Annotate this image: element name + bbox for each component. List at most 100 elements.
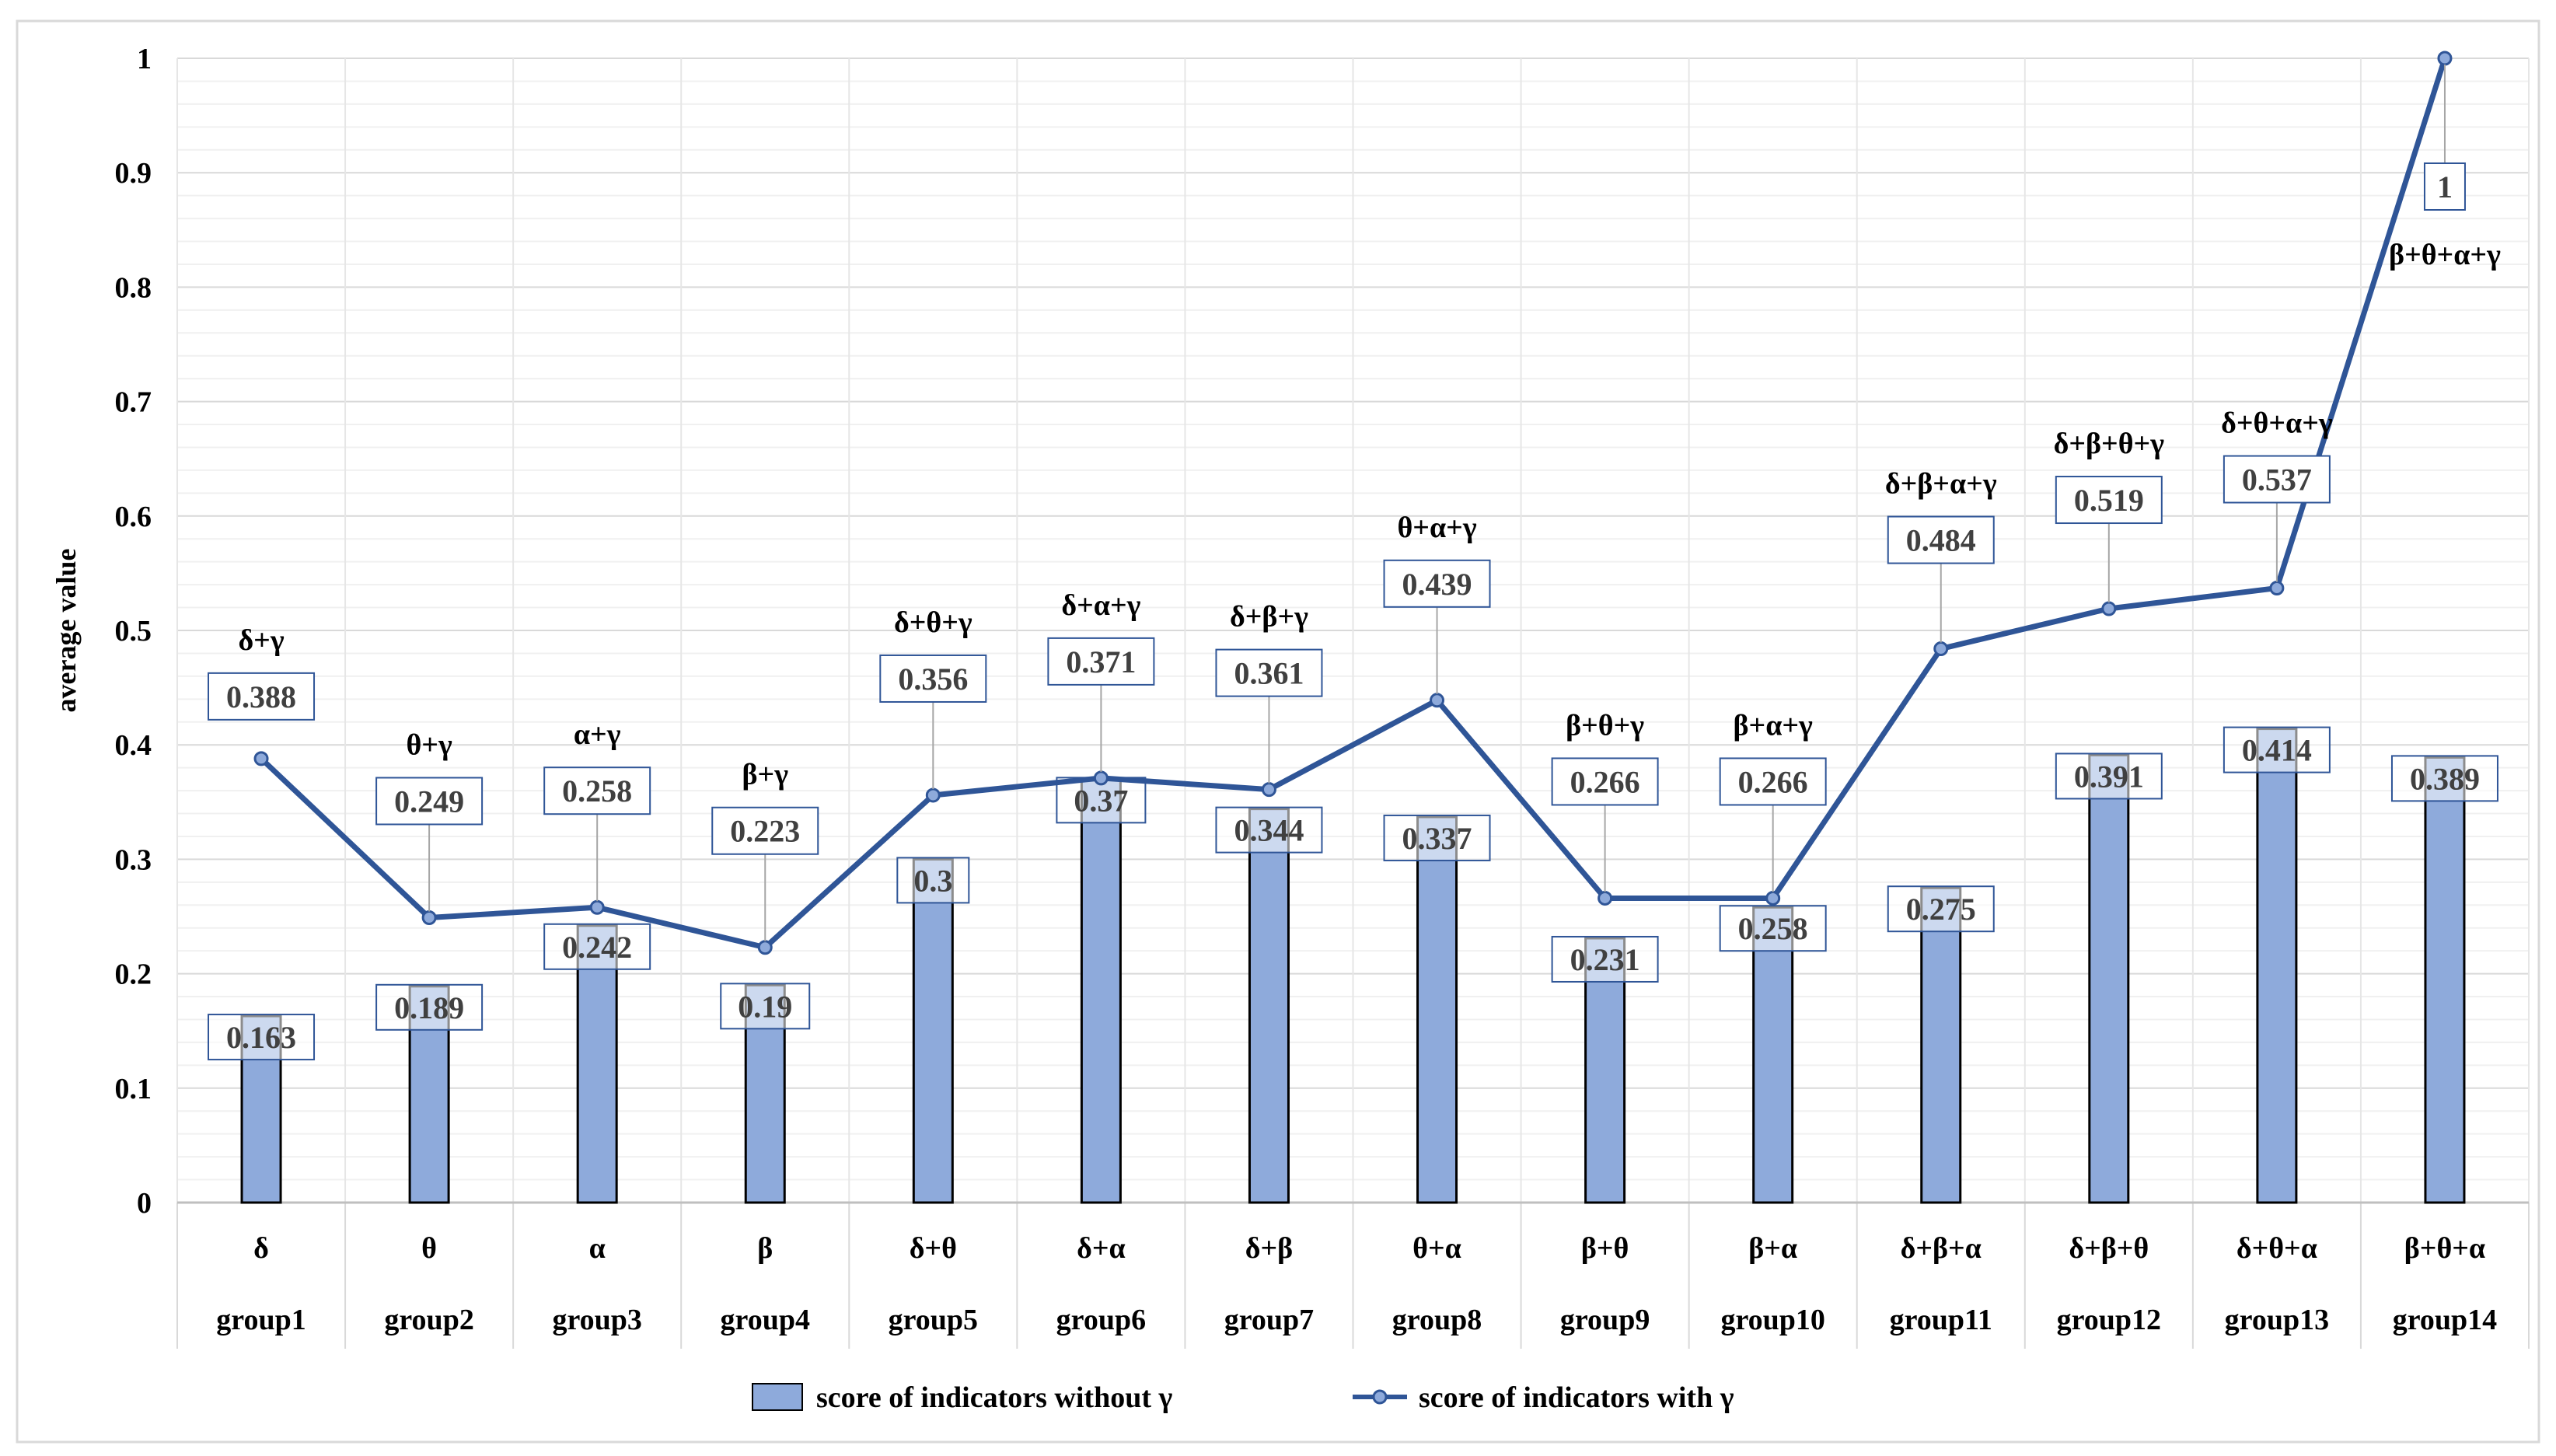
y-tick-label: 0.7	[115, 386, 152, 419]
bar-data-label: 0.189	[394, 990, 464, 1025]
y-tick-label: 0.4	[115, 729, 152, 762]
bar	[1416, 815, 1458, 1204]
line-label-box	[1719, 757, 1827, 806]
line-label-box	[2223, 455, 2331, 504]
line-data-label: 0.371	[1066, 644, 1136, 679]
y-tick-label: 0.2	[115, 958, 152, 991]
bar-label-box	[896, 857, 970, 904]
band-label: θ+α	[1412, 1232, 1461, 1265]
line-data-label: 0.388	[226, 679, 296, 714]
category-label: group13	[2225, 1304, 2329, 1336]
line-label-box	[208, 672, 316, 721]
line-data-label: 0.537	[2242, 463, 2312, 498]
combo-label: δ+α+γ	[1061, 589, 1140, 622]
bar-data-label: 0.231	[1570, 942, 1640, 977]
bar-data-label: 0.163	[226, 1020, 296, 1055]
line-label-box	[879, 654, 987, 703]
bar-label-box	[543, 923, 651, 970]
bar-label-box	[2223, 726, 2331, 773]
combo-label: δ+θ+γ	[894, 606, 972, 639]
line-label-box	[1551, 757, 1659, 806]
combo-label: α+γ	[574, 718, 621, 751]
line-label-box	[1383, 559, 1491, 608]
category-label: group8	[1392, 1304, 1482, 1336]
bar-label-box	[375, 983, 484, 1031]
line-point	[1933, 641, 1949, 657]
bar-data-label: 0.344	[1234, 813, 1304, 848]
band-label: δ	[253, 1232, 269, 1265]
bar-label-box	[1551, 935, 1659, 983]
y-tick-label: 0.5	[115, 615, 152, 648]
bar	[1248, 808, 1290, 1204]
bar	[1920, 886, 1962, 1204]
line-label-box	[543, 766, 651, 815]
line-point	[2269, 581, 2285, 596]
bar-data-labels: 0.163 0.189 0.242 0.19 0.3 0.37 0.344 0.337 0.23…	[208, 726, 2498, 1061]
band-label: θ	[421, 1232, 437, 1265]
bar-data-label: 0.19	[738, 989, 792, 1024]
line-data-label: 0.258	[562, 773, 632, 808]
combo-label: θ+γ	[406, 728, 452, 761]
line-label-box	[1887, 515, 1995, 564]
legend: score of indicators without γ score of in…	[752, 1381, 1734, 1414]
category-label: group7	[1224, 1304, 1314, 1336]
band-label: δ+θ	[910, 1232, 957, 1265]
line-point	[757, 940, 773, 955]
category-label: group1	[216, 1304, 306, 1336]
legend-line-label: score of indicators with γ	[1419, 1381, 1734, 1414]
bar	[2088, 753, 2130, 1204]
combo-label: δ+β+γ	[1230, 601, 1308, 634]
band-label: δ+θ+α	[2236, 1232, 2317, 1265]
line-point	[1765, 890, 1781, 906]
bar	[2256, 728, 2298, 1204]
line-label-box	[1047, 637, 1155, 686]
category-label: group9	[1560, 1304, 1650, 1336]
line-data-labels: 0.388 δ+γ 0.249 θ+γ 0.258 α+γ 0.223 β+γ 0.356 δ+θ…	[208, 65, 2501, 941]
line-data-label: 0.361	[1234, 656, 1304, 691]
bar-data-label: 0.258	[1738, 911, 1808, 946]
category-label: group12	[2057, 1304, 2161, 1336]
band-label: δ+β+θ	[2069, 1232, 2149, 1265]
category-label: group11	[1890, 1304, 1992, 1336]
combo-label: β+θ+α+γ	[2389, 239, 2501, 271]
chart-border	[16, 19, 2540, 1444]
band-label: β+θ	[1581, 1232, 1629, 1265]
y-tick-label: 1	[137, 43, 152, 75]
bar-label-box	[1383, 814, 1491, 861]
band-label: β+α	[1748, 1232, 1797, 1265]
line-point	[1598, 890, 1613, 906]
line-point	[2437, 51, 2453, 66]
line-data-label: 0.223	[730, 814, 800, 849]
combo-label: δ+β+θ+γ	[2054, 428, 2165, 460]
category-label: group14	[2393, 1304, 2497, 1336]
line-label-box	[375, 777, 484, 826]
series-line	[259, 57, 2448, 951]
line-point	[1430, 693, 1445, 708]
bar-data-label: 0.414	[2242, 733, 2312, 768]
y-axis-label: average value	[51, 549, 82, 713]
bar-data-label: 0.275	[1906, 892, 1976, 927]
line-point	[2101, 601, 2117, 616]
category-label: group6	[1056, 1304, 1146, 1336]
combo-label: β+θ+γ	[1566, 709, 1644, 742]
category-label: group5	[889, 1304, 978, 1336]
y-tick-label: 0	[137, 1187, 152, 1220]
line-data-label: 0.266	[1570, 764, 1640, 799]
bar-data-label: 0.3	[913, 863, 952, 898]
bar	[1080, 777, 1122, 1204]
combo-label: δ+θ+α+γ	[2221, 407, 2333, 440]
bar	[2424, 756, 2466, 1204]
bar-data-label: 0.242	[562, 930, 632, 965]
bar-label-box	[1887, 885, 1995, 933]
category-label: group3	[552, 1304, 641, 1336]
grid-lines	[176, 58, 2530, 1349]
axes: 0 0.1 0.2 0.3 0.4 0.5 0.6 0.7 0.8 0.9 1 average val…	[51, 43, 2529, 1336]
line-point	[421, 910, 437, 925]
line-label-box	[711, 806, 819, 855]
line-point	[253, 751, 269, 766]
line-point	[1093, 770, 1109, 786]
bar-label-box	[1719, 905, 1827, 952]
line-data-label: 0.484	[1906, 523, 1976, 558]
y-tick-label: 0.6	[115, 501, 152, 533]
